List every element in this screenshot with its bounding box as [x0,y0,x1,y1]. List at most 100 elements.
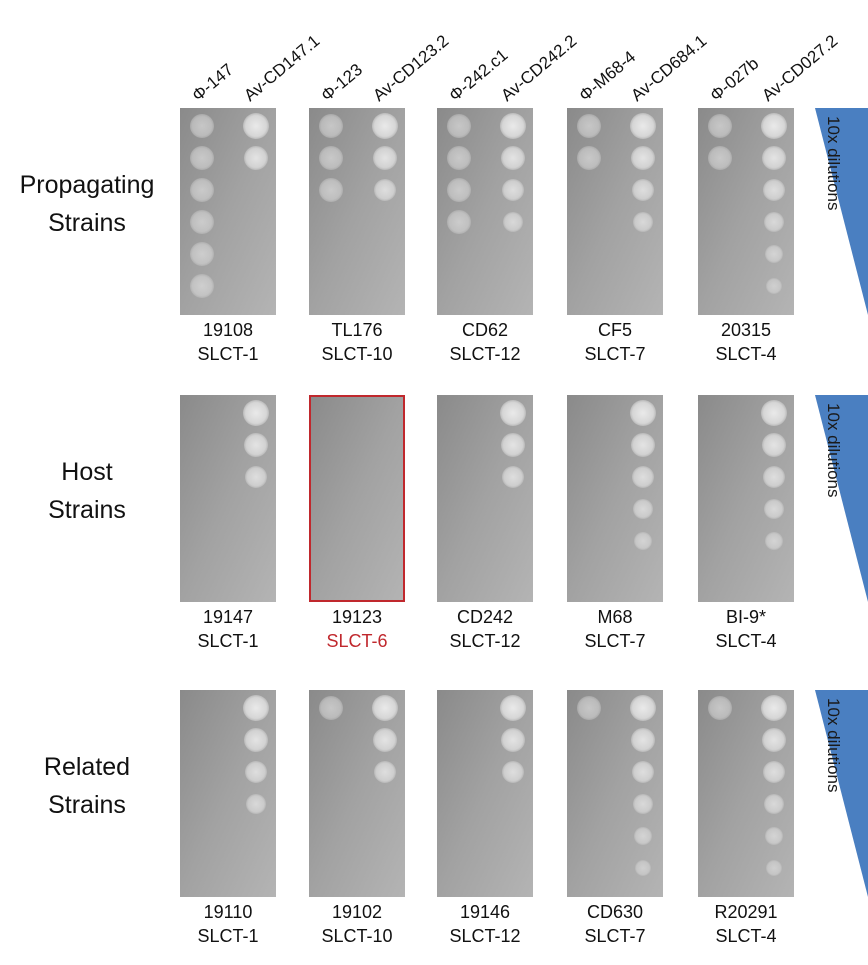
plaque-spot [190,114,214,138]
plate-image [698,395,794,602]
slct-label: SLCT-7 [584,344,645,364]
plaque-spot [764,499,784,519]
plaque-spot [577,146,601,170]
plaque-spot [630,695,656,721]
plaque-spot [762,433,786,457]
plaque-spot [763,466,785,488]
slct-label: SLCT-10 [321,344,392,364]
strain-label: 19146 [460,902,510,922]
strain-label: M68 [597,607,632,627]
row-label: Strains [48,496,126,524]
plate-image [437,395,533,602]
plaque-spot [764,794,784,814]
plaque-spot [372,695,398,721]
plaque-spot [762,728,786,752]
strain-label: 19102 [332,902,382,922]
plate-image [437,690,533,897]
plaque-spot [634,827,652,845]
slct-label: SLCT-7 [584,926,645,946]
plaque-spot [374,179,396,201]
strain-label: 19147 [203,607,253,627]
column-header: Φ-147 [188,60,237,105]
dilution-triangle [815,690,868,897]
plate-image [309,108,405,315]
plaque-spot [447,210,471,234]
plaque-spot [190,242,214,266]
plaque-spot [447,114,471,138]
dilution-label: 10x dilutions [824,698,843,793]
row-label: Propagating [20,171,155,199]
plaque-spot [765,827,783,845]
plaque-spot [500,113,526,139]
plaque-spot [634,532,652,550]
plaque-spot [246,794,266,814]
strain-label: R20291 [714,902,777,922]
plaque-spot [373,728,397,752]
plaque-spot [190,210,214,234]
strain-label: CD242 [457,607,513,627]
column-header: Av-CD027.2 [758,31,841,105]
slct-label: SLCT-1 [197,344,258,364]
dilution-triangle [815,108,868,315]
slct-label: SLCT-12 [449,344,520,364]
dilution-triangle [815,395,868,602]
strain-label: 19110 [204,902,253,922]
plaque-spot [632,761,654,783]
column-header: Av-CD147.1 [240,31,323,105]
plaque-spot [635,860,651,876]
plaque-spot [708,146,732,170]
plaque-spot [501,433,525,457]
plaque-spot [763,179,785,201]
slct-label: SLCT-4 [715,631,776,651]
plate-image [567,108,663,315]
plaque-spot [245,761,267,783]
slct-label: SLCT-6 [326,631,387,651]
plaque-spot [243,695,269,721]
plaque-spot [319,178,343,202]
plaque-spot [764,212,784,232]
plaque-spot [632,179,654,201]
plaque-spot [374,761,396,783]
plaque-spot [447,146,471,170]
plate-image [180,690,276,897]
slct-label: SLCT-10 [321,926,392,946]
plaque-spot [763,761,785,783]
plaque-spot [630,113,656,139]
plaque-spot [319,146,343,170]
slct-label: SLCT-12 [449,926,520,946]
plaque-spot [502,179,524,201]
plaque-spot [319,114,343,138]
plaque-spot [766,860,782,876]
row-label: Related [44,753,130,781]
strain-label: CD630 [587,902,643,922]
plaque-spot [500,695,526,721]
strain-label: 19108 [203,320,253,340]
column-header: Av-CD242.2 [497,31,580,105]
row-label: Strains [48,791,126,819]
plaque-spot [765,532,783,550]
plaque-spot [502,466,524,488]
plaque-spot [766,278,782,294]
plaque-spot [762,146,786,170]
plaque-spot [577,696,601,720]
plaque-spot [708,114,732,138]
column-header: Φ-123 [317,60,366,105]
dilution-label: 10x dilutions [824,403,843,498]
plaque-spot [244,433,268,457]
highlight-border [309,395,405,602]
plaque-spot [501,146,525,170]
slct-label: SLCT-1 [197,926,258,946]
strain-label: BI-9* [726,607,766,627]
plaque-spot [373,146,397,170]
plaque-spot [761,695,787,721]
plaque-spot [503,212,523,232]
column-header: Av-CD123.2 [369,31,452,105]
plaque-spot [630,400,656,426]
dilution-label: 10x dilutions [824,116,843,211]
plaque-spot [447,178,471,202]
plaque-spot [243,113,269,139]
plaque-spot [319,696,343,720]
strain-label: 19123 [332,607,382,627]
